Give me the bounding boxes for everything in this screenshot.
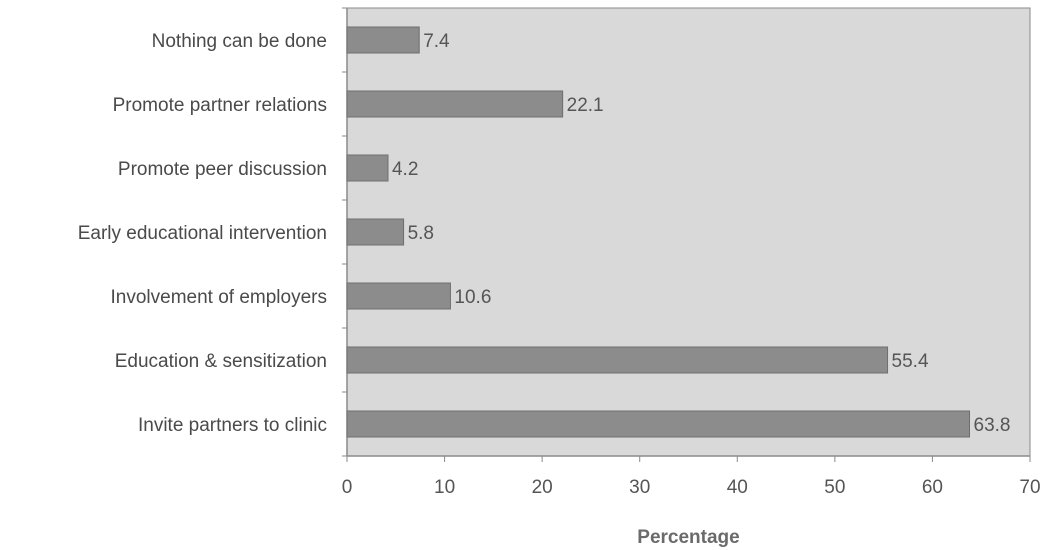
category-label: Nothing can be done bbox=[152, 31, 327, 52]
category-label: Early educational intervention bbox=[78, 223, 327, 244]
x-tick-label: 60 bbox=[922, 477, 943, 498]
data-label: 7.4 bbox=[423, 31, 450, 52]
chart-marks: 0 10 20 30 40 50 60 70 Nothing can be done 7.4 Pro… bbox=[78, 7, 1041, 498]
category-label: Education & sensitization bbox=[115, 351, 327, 372]
data-label: 10.6 bbox=[454, 287, 491, 308]
bar bbox=[346, 90, 564, 118]
data-label: 22.1 bbox=[567, 95, 604, 116]
x-tick-label: 50 bbox=[824, 477, 845, 498]
data-label: 4.2 bbox=[392, 159, 418, 180]
data-label: 63.8 bbox=[974, 415, 1011, 436]
bar bbox=[346, 26, 420, 54]
bar bbox=[346, 218, 405, 246]
x-tick-label: 10 bbox=[434, 477, 455, 498]
x-tick-label: 70 bbox=[1019, 477, 1040, 498]
x-tick-label: 30 bbox=[629, 477, 650, 498]
x-tick-label: 20 bbox=[532, 477, 553, 498]
bar bbox=[346, 154, 389, 182]
category-label: Invite partners to clinic bbox=[138, 415, 327, 436]
plot-area bbox=[346, 7, 1031, 457]
x-tick-label: 0 bbox=[342, 477, 353, 498]
bar bbox=[346, 282, 451, 310]
x-axis-title: Percentage bbox=[637, 527, 739, 548]
x-tick-label: 40 bbox=[727, 477, 748, 498]
data-label: 5.8 bbox=[408, 223, 434, 244]
bar bbox=[346, 410, 971, 438]
category-label: Promote peer discussion bbox=[118, 159, 327, 180]
category-label: Involvement of employers bbox=[111, 287, 328, 308]
bar bbox=[346, 346, 889, 374]
category-label: Promote partner relations bbox=[113, 95, 327, 116]
data-label: 55.4 bbox=[892, 351, 929, 372]
